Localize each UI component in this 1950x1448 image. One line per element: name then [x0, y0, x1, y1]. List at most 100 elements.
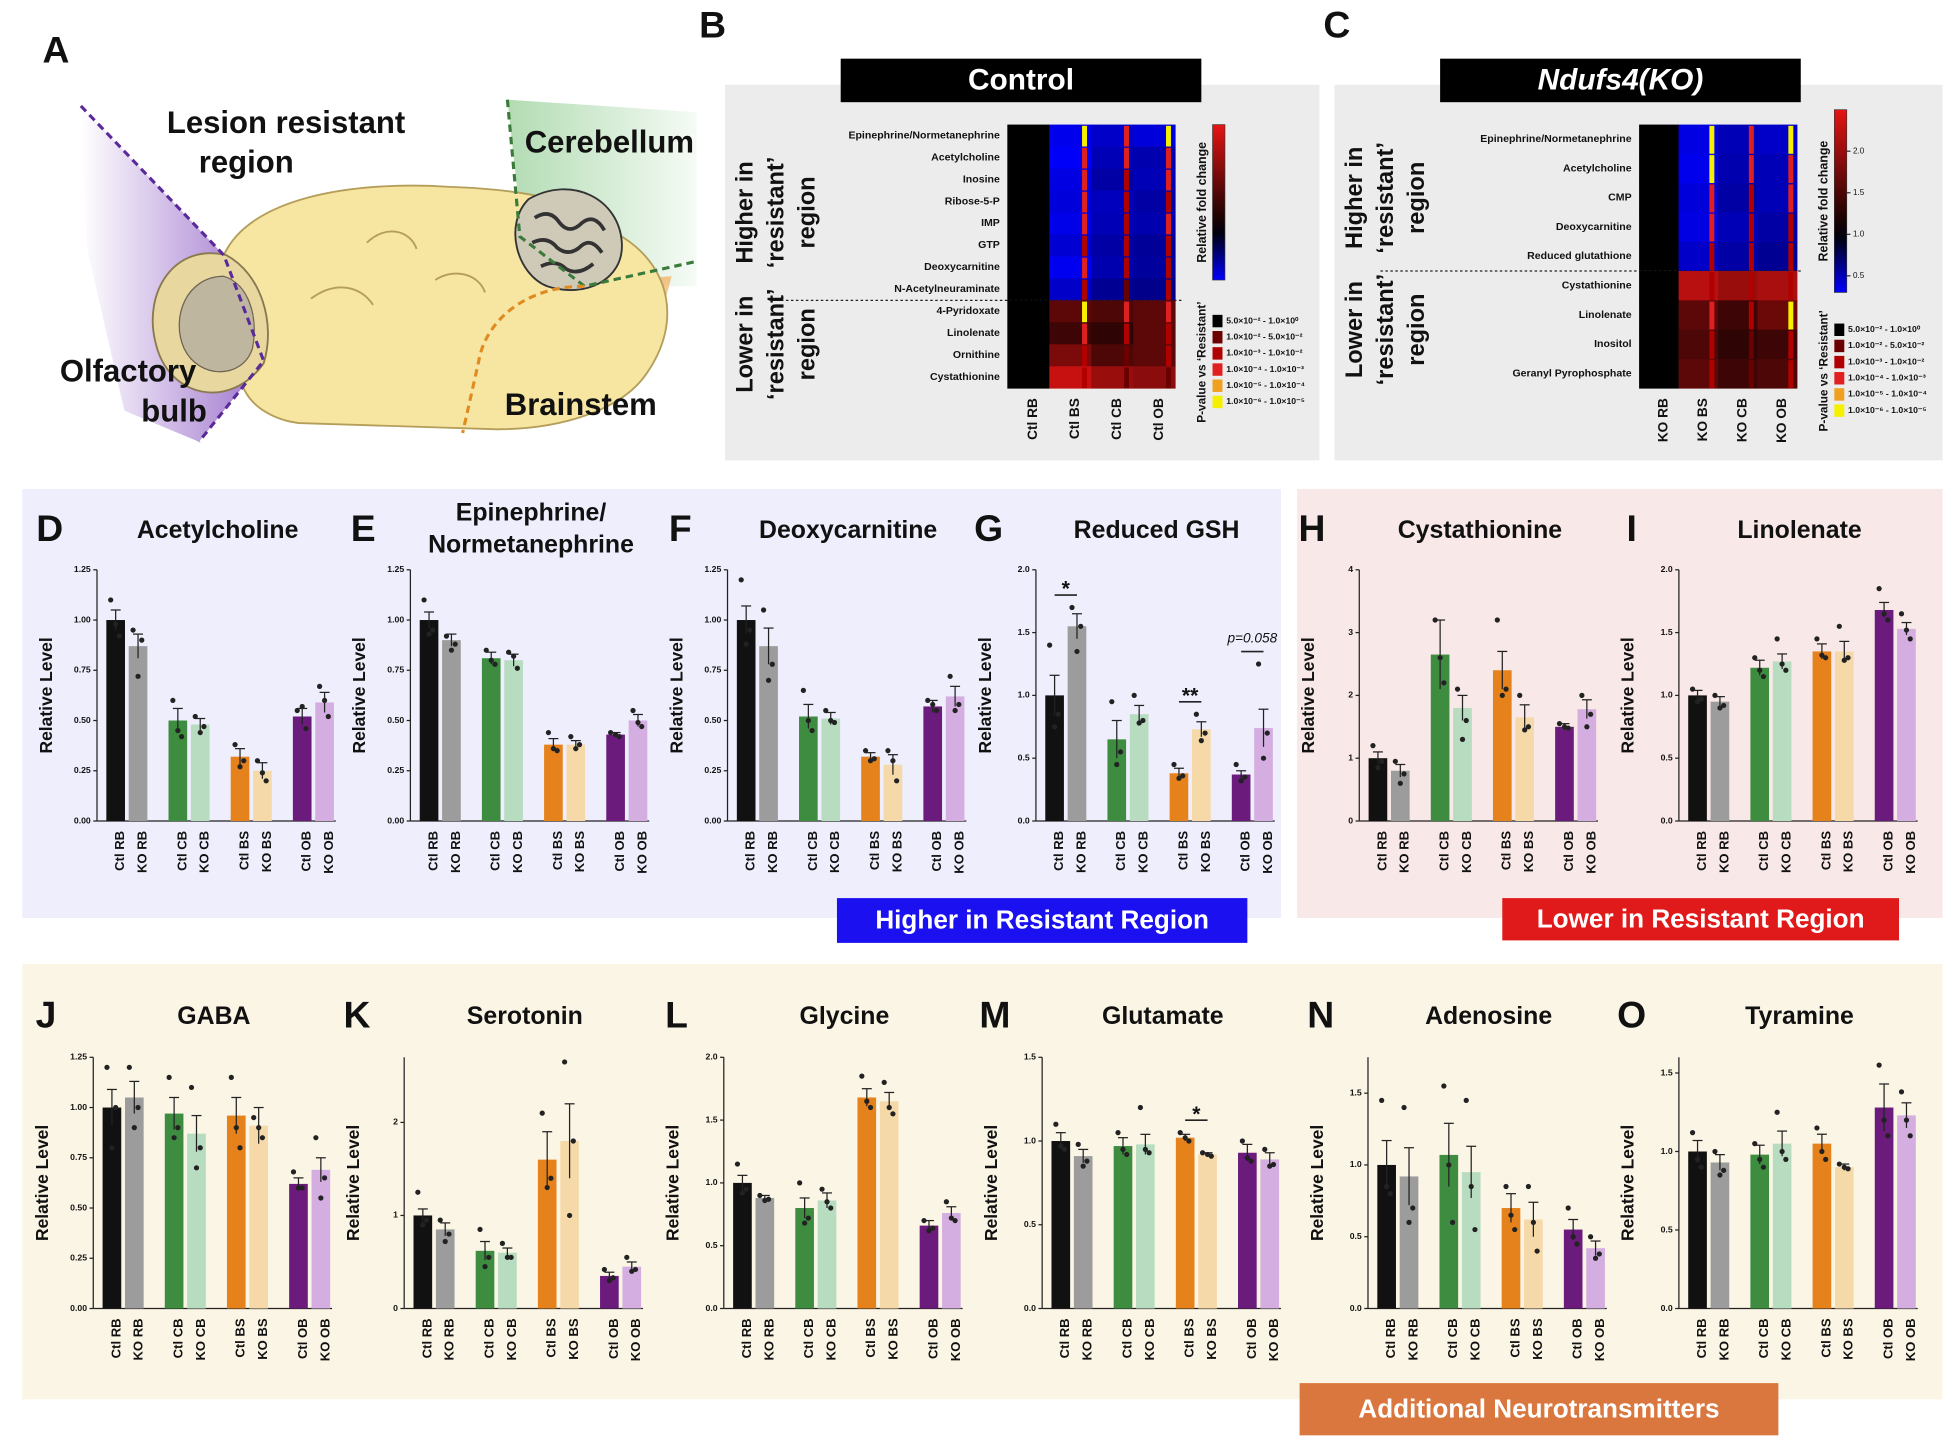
data-point: [201, 723, 207, 730]
data-point: [828, 1205, 834, 1211]
x-tick-label: Ctl RB: [1374, 831, 1389, 871]
pvalue-stripe: [1788, 242, 1794, 272]
bar: [1067, 626, 1087, 822]
y-tick-label: 0.75: [70, 1152, 87, 1162]
y-tick-label: 0.0: [1024, 1303, 1036, 1313]
data-point: [139, 637, 145, 643]
pvalue-stripe: [1788, 360, 1794, 389]
bar: [821, 718, 841, 822]
pvalue-stripe: [1124, 301, 1129, 323]
panel-letter: C: [1323, 3, 1350, 45]
panel-letter: H: [1299, 507, 1326, 549]
data-point: [477, 1226, 483, 1233]
x-tick-label: Ctl OB: [929, 831, 944, 872]
pvalue-stripe: [1165, 345, 1171, 367]
y-tick-label: 1.5: [1024, 1052, 1036, 1062]
colorbar-tick-label: 1.5: [1853, 188, 1865, 197]
data-point: [1075, 1141, 1081, 1147]
bar: [942, 1213, 961, 1309]
data-point: [166, 1074, 172, 1080]
bar: [1874, 1107, 1894, 1309]
data-point: [126, 1064, 132, 1070]
x-tick-label: Ctl BS: [863, 1318, 878, 1357]
bar: [1368, 758, 1388, 822]
heat-cell: [1007, 344, 1050, 367]
data-point: [1530, 1219, 1536, 1225]
data-point: [570, 1138, 576, 1144]
y-tick-label: 1.5: [1661, 1067, 1673, 1077]
pvalue-stripe: [1709, 242, 1715, 272]
pvalue-swatch: [1212, 395, 1223, 409]
bar: [253, 770, 272, 822]
row-label: Ornithine: [953, 349, 1000, 361]
pvalue-stripe: [1165, 147, 1171, 169]
row-label: 4-Pyridoxate: [936, 305, 1000, 317]
banner-text: Additional Neurotransmitters: [1358, 1393, 1719, 1423]
heat-cell: [1091, 344, 1134, 367]
pvalue-swatch: [1834, 323, 1845, 336]
data-point: [237, 764, 243, 770]
bar: [481, 658, 501, 822]
data-point: [762, 1197, 768, 1204]
data-point: [1114, 761, 1120, 768]
data-point: [1248, 1158, 1254, 1164]
heat-cell: [1049, 256, 1092, 279]
data-point: [805, 1215, 811, 1221]
heat-cell: [1091, 234, 1134, 257]
column-label: KO OB: [1774, 398, 1789, 443]
x-tick-label: KO OB: [1266, 1318, 1281, 1361]
data-point: [894, 778, 900, 784]
y-axis-label: Relative Level: [1307, 1125, 1327, 1241]
y-tick-label: 1.00: [387, 614, 404, 624]
heat-cell: [1133, 322, 1176, 345]
pvalue-stripe: [1040, 213, 1046, 235]
colorbar-tick-label: 1.0: [1853, 229, 1865, 238]
pvalue-stripe: [1669, 242, 1675, 272]
x-tick-label: Ctl OB: [1561, 831, 1576, 872]
data-point: [1903, 1117, 1910, 1123]
row-label: Epinephrine/Normetanephrine: [1480, 133, 1632, 145]
data-point: [1375, 765, 1381, 771]
chart-title: Cystathionine: [1398, 516, 1562, 544]
row-label: Cystathionine: [930, 371, 1000, 383]
x-tick-label: KO CB: [1779, 1318, 1794, 1360]
pvalue-stripe: [1165, 279, 1171, 301]
y-tick-label: 1.00: [704, 614, 721, 624]
data-point: [1534, 1248, 1540, 1254]
pvalue-stripe: [1082, 125, 1088, 147]
pvalue-legend-label: 1.0×10⁻⁶ - 1.0×10⁻⁵: [1226, 396, 1305, 406]
data-point: [576, 742, 583, 748]
row-label: Epinephrine/Normetanephrine: [848, 129, 1000, 141]
data-point: [295, 1185, 302, 1191]
pvalue-stripe: [1165, 367, 1171, 389]
data-point: [1907, 636, 1913, 642]
x-tick-label: Ctl BS: [1182, 1318, 1197, 1357]
bar: [1260, 1159, 1280, 1309]
bar: [857, 1097, 877, 1309]
bar: [475, 1250, 495, 1309]
bar: [537, 1159, 557, 1309]
data-point: [608, 729, 614, 736]
heat-cell: [1133, 366, 1176, 389]
data-point: [1074, 648, 1080, 655]
pvalue-legend-label: 1.0×10⁻⁵ - 1.0×10⁻⁴: [1848, 389, 1927, 399]
x-tick-label: Ctl BS: [1818, 1318, 1833, 1357]
banner-text: Lower in Resistant Region: [1537, 903, 1865, 933]
heat-cell: [1133, 168, 1176, 191]
y-tick-label: 0.75: [74, 665, 91, 675]
x-tick-label: KO OB: [948, 1318, 963, 1361]
y-tick-label: 1.0: [1661, 1146, 1673, 1156]
pvalue-stripe: [1709, 184, 1715, 213]
x-tick-label: Ctl OB: [612, 831, 627, 872]
data-point: [104, 1064, 110, 1070]
chart-title: Tyramine: [1745, 1002, 1854, 1030]
significance-label: **: [1182, 684, 1199, 707]
data-point: [113, 1104, 119, 1111]
x-tick-label: Ctl RB: [419, 1318, 434, 1358]
data-point: [819, 1186, 825, 1192]
x-tick-label: KO OB: [1583, 831, 1598, 874]
brain-diagram: [79, 99, 697, 443]
bar: [1897, 628, 1916, 822]
data-point: [1180, 773, 1186, 779]
